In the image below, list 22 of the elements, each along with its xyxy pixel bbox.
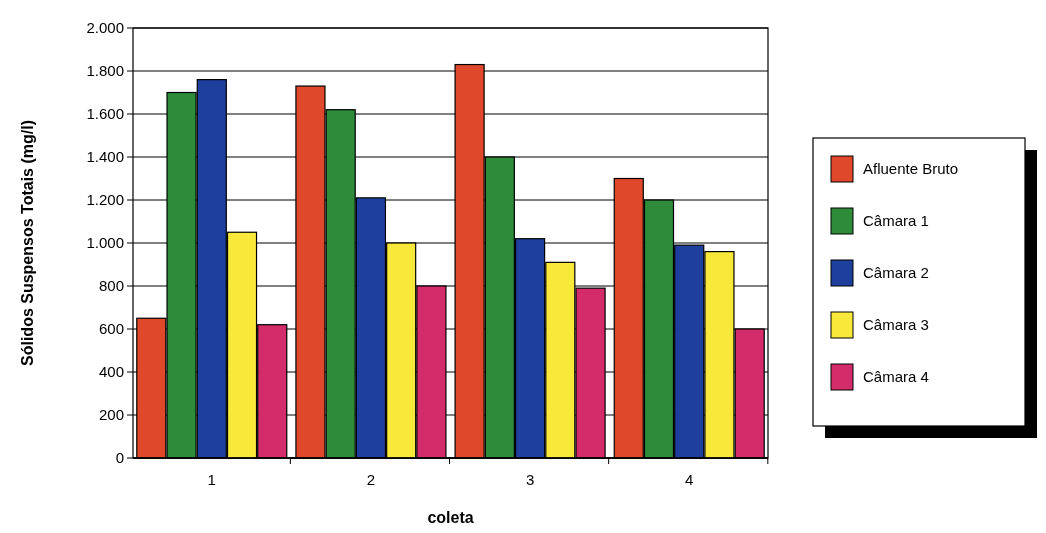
y-tick-label: 1.400	[86, 148, 124, 166]
legend-label: Afluente Bruto	[863, 160, 959, 178]
y-axis-title: Sólidos Suspensos Totais (mg/l)	[19, 120, 36, 366]
x-tick-label: 4	[685, 471, 694, 488]
legend-label: Câmara 4	[863, 368, 929, 386]
y-tick-label: 2.000	[86, 19, 124, 37]
y-tick-label: 1.000	[86, 234, 124, 252]
y-tick-label: 1.800	[86, 62, 124, 80]
y-tick-label: 600	[98, 320, 124, 338]
legend-label: Câmara 1	[863, 212, 929, 230]
x-tick-label: 1	[207, 471, 216, 488]
legend-label: Câmara 2	[863, 264, 929, 282]
y-tick-label: 200	[98, 406, 124, 424]
x-tick-label: 3	[525, 471, 535, 488]
y-tick-label: 0	[115, 449, 124, 467]
y-tick-label: 1.600	[86, 105, 124, 123]
y-tick-label: 400	[98, 363, 124, 381]
y-tick-label: 1.200	[86, 191, 124, 209]
x-axis-title: coleta	[427, 509, 474, 526]
x-tick-label: 2	[366, 471, 376, 488]
legend-label: Câmara 3	[863, 316, 929, 334]
y-tick-label: 800	[98, 277, 124, 295]
